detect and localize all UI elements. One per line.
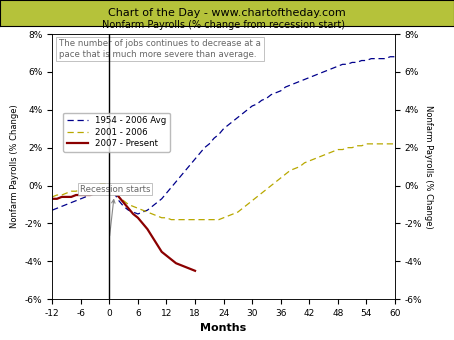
Y-axis label: Nonfarm Payrolls (% Change): Nonfarm Payrolls (% Change) — [424, 105, 434, 228]
Title: Nonfarm Payrolls (% change from recession start): Nonfarm Payrolls (% change from recessio… — [102, 20, 345, 31]
Text: Recession starts: Recession starts — [79, 185, 150, 236]
Legend: 1954 - 2006 Avg, 2001 - 2006, 2007 - Present: 1954 - 2006 Avg, 2001 - 2006, 2007 - Pre… — [64, 113, 170, 152]
X-axis label: Months: Months — [201, 323, 247, 334]
Y-axis label: Nonfarm Payrolls (% Change): Nonfarm Payrolls (% Change) — [10, 105, 20, 228]
Text: Chart of the Day - www.chartoftheday.com: Chart of the Day - www.chartoftheday.com — [108, 8, 346, 18]
Text: The number of jobs continues to decrease at a
pace that is much more severe than: The number of jobs continues to decrease… — [59, 39, 261, 59]
